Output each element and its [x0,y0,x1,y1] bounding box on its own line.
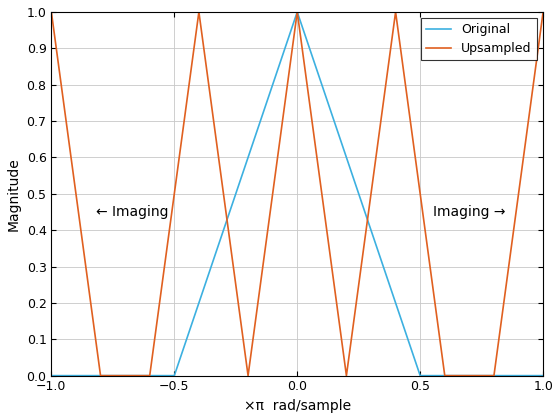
Upsampled [491,373,497,378]
Original [417,373,423,378]
Line: Original: Original [52,12,543,375]
Line: Upsampled: Upsampled [52,12,543,375]
Text: ← Imaging: ← Imaging [96,205,169,219]
Original [540,373,547,378]
Original [48,373,55,378]
Legend: Original, Upsampled: Original, Upsampled [421,18,537,60]
Upsampled [343,373,350,378]
Upsampled [392,9,399,14]
Upsampled [441,373,448,378]
Upsampled [97,373,104,378]
Upsampled [195,9,202,14]
Text: Imaging →: Imaging → [433,205,506,219]
Original [294,9,301,14]
Upsampled [540,9,547,14]
Upsampled [48,9,55,14]
Upsampled [146,373,153,378]
Upsampled [294,9,301,14]
Upsampled [245,373,251,378]
Y-axis label: Magnitude: Magnitude [7,157,21,231]
X-axis label: ×π  rad/sample: ×π rad/sample [244,399,351,413]
Original [171,373,178,378]
